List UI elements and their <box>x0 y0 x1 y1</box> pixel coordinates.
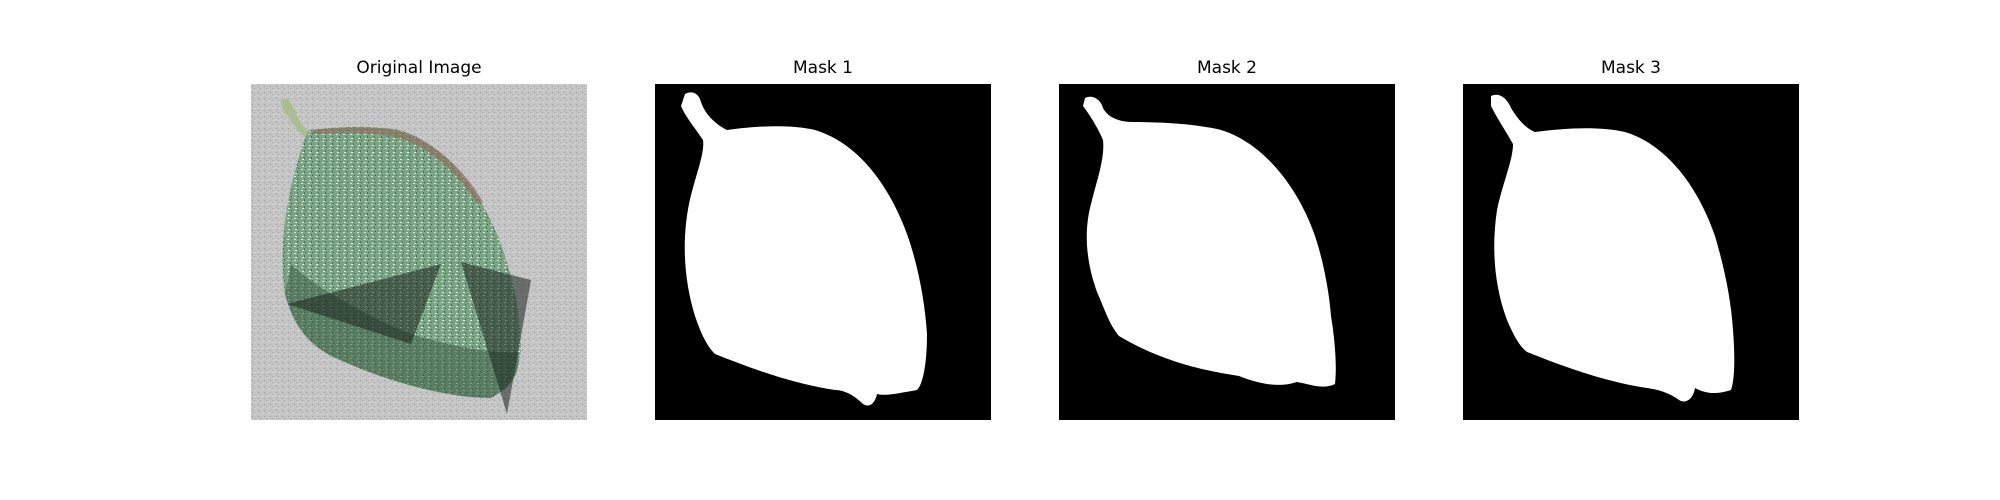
panel-title-original: Original Image <box>356 58 482 78</box>
panel-title-mask-1: Mask 1 <box>792 58 853 78</box>
mask-3-image <box>1463 84 1799 420</box>
mask-3-panel <box>1463 84 1799 420</box>
original-image-panel <box>251 84 587 420</box>
panel-title-mask-2: Mask 2 <box>1196 58 1257 78</box>
mask-1-image <box>655 84 991 420</box>
mask-2-image <box>1059 84 1395 420</box>
mask-2-panel <box>1059 84 1395 420</box>
original-image <box>251 84 587 420</box>
mask-1-panel <box>655 84 991 420</box>
panel-title-mask-3: Mask 3 <box>1600 58 1661 78</box>
